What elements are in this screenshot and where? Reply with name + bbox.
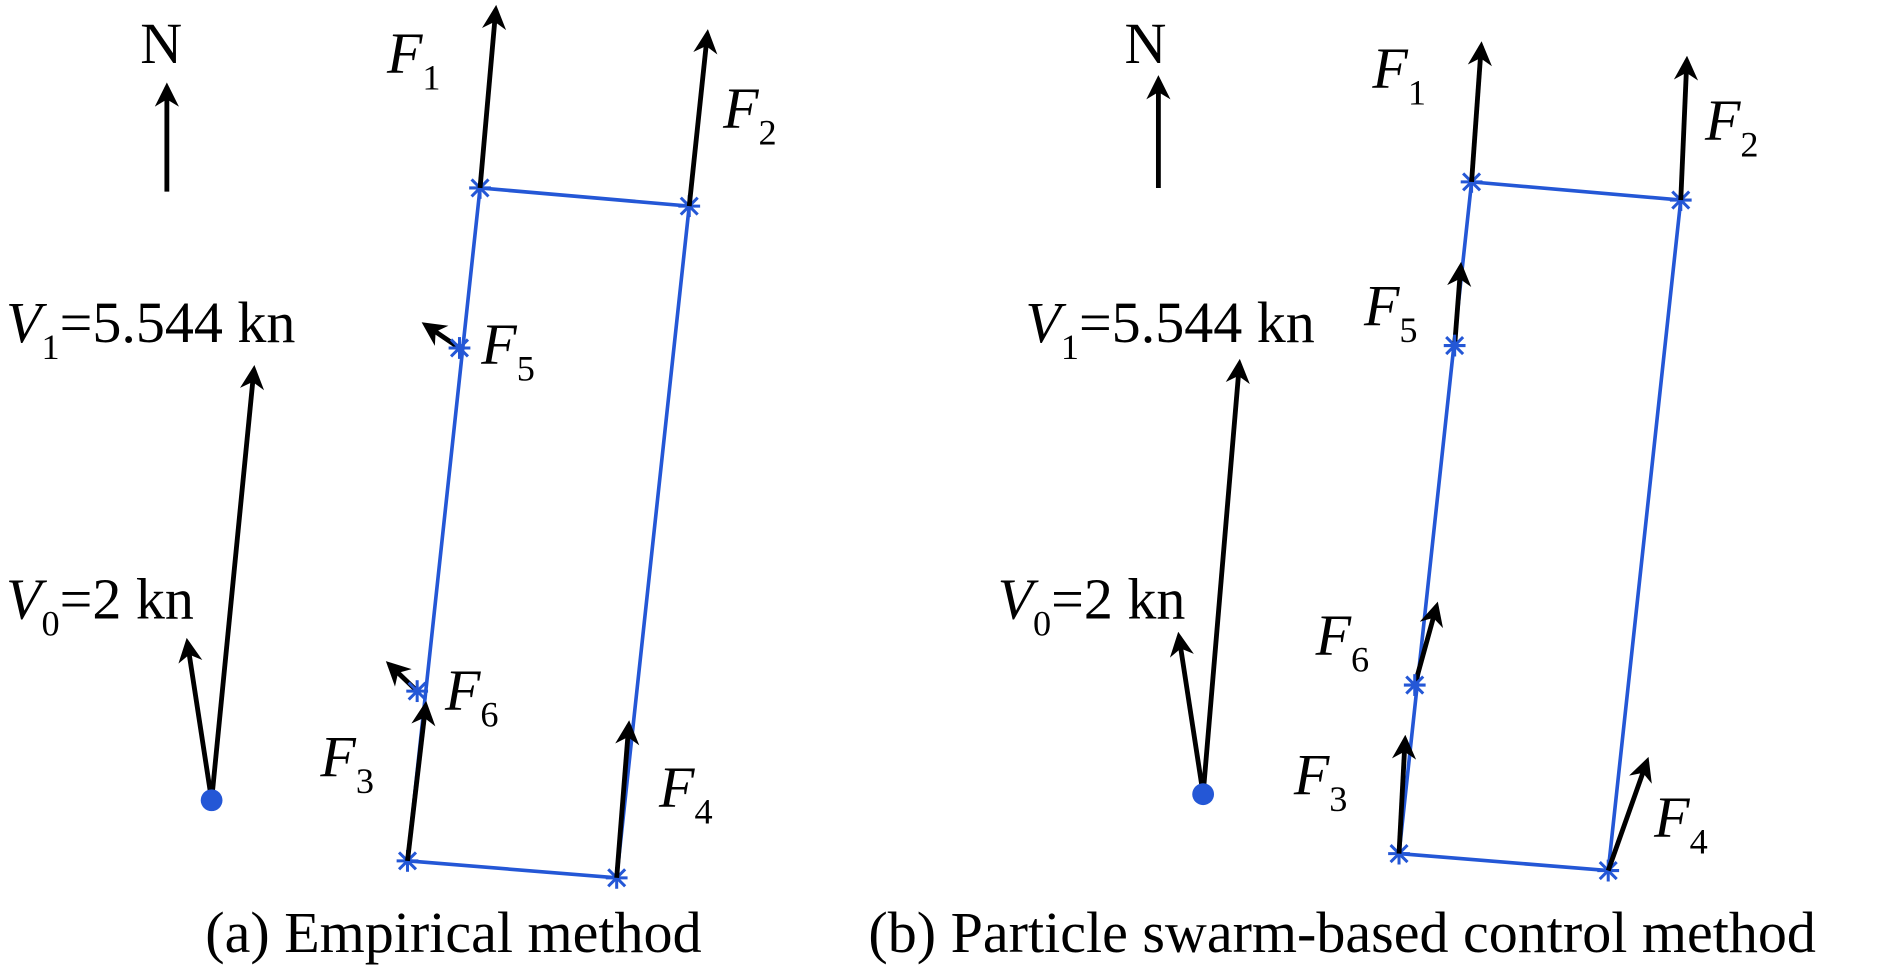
north-label: N bbox=[140, 11, 182, 76]
label: F4 bbox=[1653, 785, 1708, 862]
arrow bbox=[1467, 41, 1492, 183]
vessel-outline bbox=[405, 185, 692, 880]
label: F6 bbox=[444, 657, 499, 734]
arrow bbox=[209, 364, 265, 801]
subscript: 4 bbox=[1690, 822, 1708, 862]
caption: (b) Particle swarm-based control method bbox=[868, 900, 1816, 965]
symbol: V bbox=[6, 290, 48, 355]
subscript: 1 bbox=[41, 327, 59, 367]
label: F4 bbox=[658, 754, 713, 831]
symbol: F bbox=[722, 75, 759, 140]
subscript: 2 bbox=[1740, 124, 1758, 164]
value-text: =5.544 kn bbox=[60, 290, 296, 355]
symbol: F bbox=[1653, 785, 1690, 850]
subscript: 5 bbox=[517, 349, 535, 389]
label: F2 bbox=[722, 75, 777, 152]
subscript: 2 bbox=[759, 112, 777, 152]
value-text: =2 kn bbox=[60, 566, 194, 631]
symbol: F bbox=[1371, 35, 1408, 100]
arrow bbox=[614, 720, 640, 879]
label: F5 bbox=[1363, 273, 1418, 350]
origin-dot bbox=[200, 789, 223, 812]
arrow bbox=[686, 29, 718, 207]
symbol: F bbox=[480, 312, 517, 377]
subscript: 0 bbox=[1033, 603, 1051, 643]
label: V1=5.544 kn bbox=[6, 290, 295, 367]
label: F3 bbox=[1293, 742, 1348, 819]
subscript: 6 bbox=[480, 694, 498, 734]
subscript: 3 bbox=[356, 761, 374, 801]
arrow bbox=[405, 700, 436, 862]
caption: (a) Empirical method bbox=[205, 900, 701, 965]
symbol: F bbox=[1293, 742, 1330, 807]
arrow bbox=[477, 4, 507, 189]
subscript: 0 bbox=[41, 603, 59, 643]
label: V1=5.544 kn bbox=[1025, 290, 1314, 367]
subscript: 6 bbox=[1351, 640, 1369, 680]
symbol: F bbox=[1704, 87, 1741, 152]
node-marker bbox=[1443, 334, 1466, 357]
symbol: F bbox=[319, 724, 356, 789]
subscript: 1 bbox=[422, 58, 440, 98]
marker-stroke bbox=[407, 681, 427, 701]
marker-stroke bbox=[1405, 675, 1425, 695]
marker-stroke bbox=[1445, 336, 1465, 356]
arrow bbox=[1605, 756, 1652, 872]
symbol: V bbox=[1025, 290, 1067, 355]
symbol: F bbox=[444, 657, 481, 722]
value-text: =2 kn bbox=[1051, 566, 1185, 631]
arrow bbox=[1447, 261, 1472, 346]
arrow bbox=[1169, 631, 1206, 795]
arrow bbox=[178, 637, 214, 801]
marker-stroke bbox=[607, 868, 627, 888]
arrow bbox=[1412, 601, 1444, 686]
label: V0=2 kn bbox=[6, 566, 194, 643]
subscript: 1 bbox=[1061, 327, 1079, 367]
value-text: =5.544 kn bbox=[1079, 290, 1315, 355]
arrow bbox=[1391, 734, 1417, 854]
label: F1 bbox=[1371, 35, 1426, 112]
label: F1 bbox=[386, 21, 441, 98]
symbol: V bbox=[6, 566, 48, 631]
north-label: N bbox=[1125, 11, 1167, 76]
symbol: F bbox=[1315, 603, 1352, 668]
symbol: F bbox=[1363, 273, 1400, 338]
symbol: F bbox=[658, 754, 695, 819]
label: F6 bbox=[1315, 603, 1370, 680]
arrow bbox=[1200, 358, 1250, 795]
label: V0=2 kn bbox=[998, 566, 1186, 643]
node-marker bbox=[448, 337, 471, 359]
label: F2 bbox=[1704, 87, 1759, 164]
marker-stroke bbox=[449, 338, 470, 358]
symbol: V bbox=[998, 566, 1040, 631]
subscript: 5 bbox=[1399, 310, 1417, 350]
subscript: 1 bbox=[1408, 72, 1426, 112]
arrow bbox=[1673, 55, 1699, 201]
subscript: 4 bbox=[694, 791, 712, 831]
node-marker bbox=[406, 680, 429, 703]
origin-dot bbox=[1192, 783, 1215, 806]
node-marker bbox=[1403, 674, 1426, 696]
subscript: 3 bbox=[1329, 779, 1347, 819]
label: F3 bbox=[319, 724, 374, 801]
label: F5 bbox=[480, 312, 535, 389]
vessel-outline bbox=[1397, 179, 1683, 873]
symbol: F bbox=[386, 21, 423, 86]
